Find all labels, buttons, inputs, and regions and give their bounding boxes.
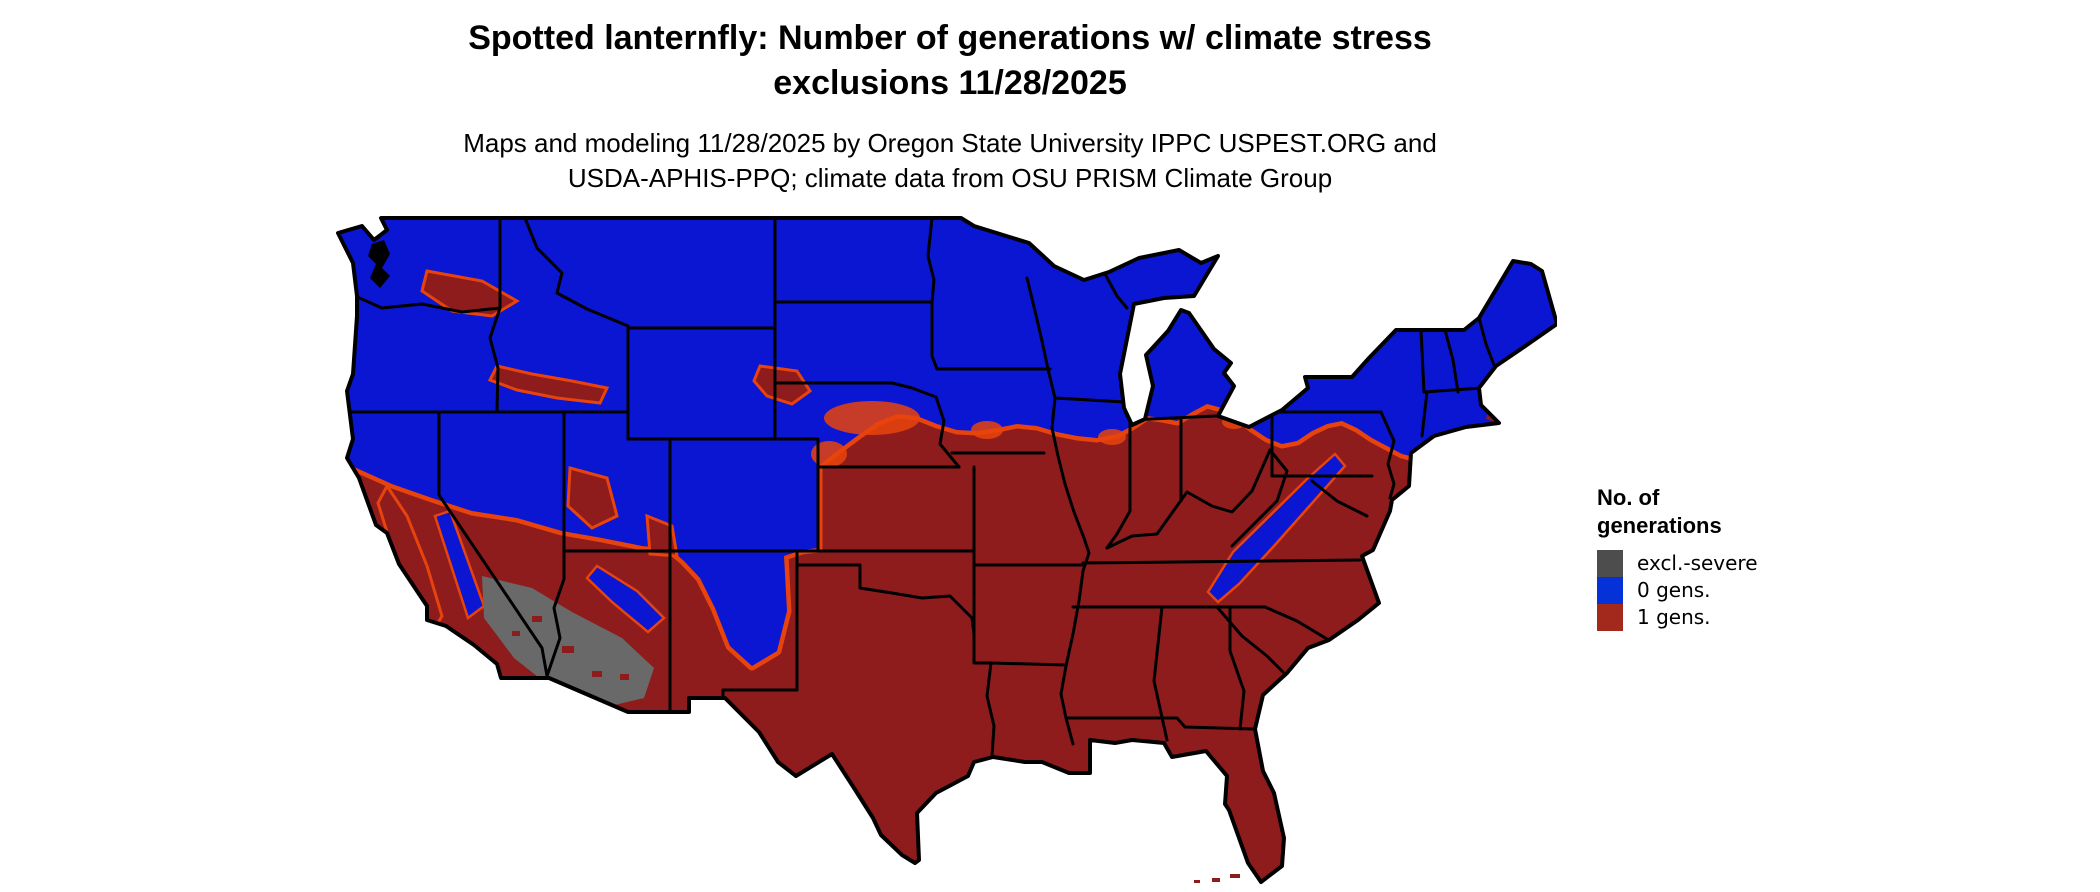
legend-swatch-excl-severe <box>1597 550 1623 577</box>
legend-title-line2: generations <box>1597 513 1722 538</box>
legend-item-1-gens: 1 gens. <box>1597 604 1758 631</box>
red-patch-utah-west-desert <box>566 466 619 530</box>
map-outline <box>336 216 1559 884</box>
florida-keys <box>1194 874 1240 883</box>
legend-swatch-0-gens <box>1597 577 1623 604</box>
legend-title: No. of generations <box>1597 484 1758 540</box>
legend-item-label: excl.-severe <box>1637 551 1758 575</box>
legend-item-excl-severe: excl.-severe <box>1597 550 1758 577</box>
us-generations-map <box>332 216 1559 886</box>
legend-swatch-1-gens <box>1597 604 1623 631</box>
legend-title-line1: No. of <box>1597 485 1660 510</box>
blue-patch-appalachians <box>1206 452 1347 604</box>
red-patch-columbia-basin <box>420 269 520 318</box>
transition-blob-nebraska <box>811 441 847 467</box>
transition-blob-iowa <box>971 421 1003 439</box>
legend-items: excl.-severe 0 gens. 1 gens. <box>1597 550 1758 631</box>
page-title-line1: Spotted lanternfly: Number of generation… <box>468 19 1432 57</box>
state-borders <box>343 218 1496 758</box>
page-subtitle-line1: Maps and modeling 11/28/2025 by Oregon S… <box>463 128 1437 158</box>
transition-blob-black-hills <box>824 401 920 435</box>
legend-item-label: 0 gens. <box>1637 578 1711 602</box>
legend: No. of generations excl.-severe 0 gens. … <box>1597 484 1758 631</box>
gray-region-red-speckles <box>512 616 629 680</box>
gray-exclusion-region <box>482 576 654 708</box>
page-subtitle-line2: USDA-APHIS-PPQ; climate data from OSU PR… <box>567 163 1333 193</box>
red-patch-black-hills <box>752 364 813 406</box>
page-title: Spotted lanternfly: Number of generation… <box>0 16 1900 106</box>
legend-item-0-gens: 0 gens. <box>1597 577 1758 604</box>
page-title-line2: exclusions 11/28/2025 <box>773 64 1127 102</box>
blue-patch-mogollon-rim <box>585 564 666 634</box>
us-map-svg <box>336 216 1559 884</box>
transition-blob-illinois <box>1098 429 1126 445</box>
titles-block: Spotted lanternfly: Number of generation… <box>0 16 1900 196</box>
puget-sound-water <box>368 240 390 288</box>
page-subtitle: Maps and modeling 11/28/2025 by Oregon S… <box>0 126 1900 196</box>
legend-item-label: 1 gens. <box>1637 605 1711 629</box>
